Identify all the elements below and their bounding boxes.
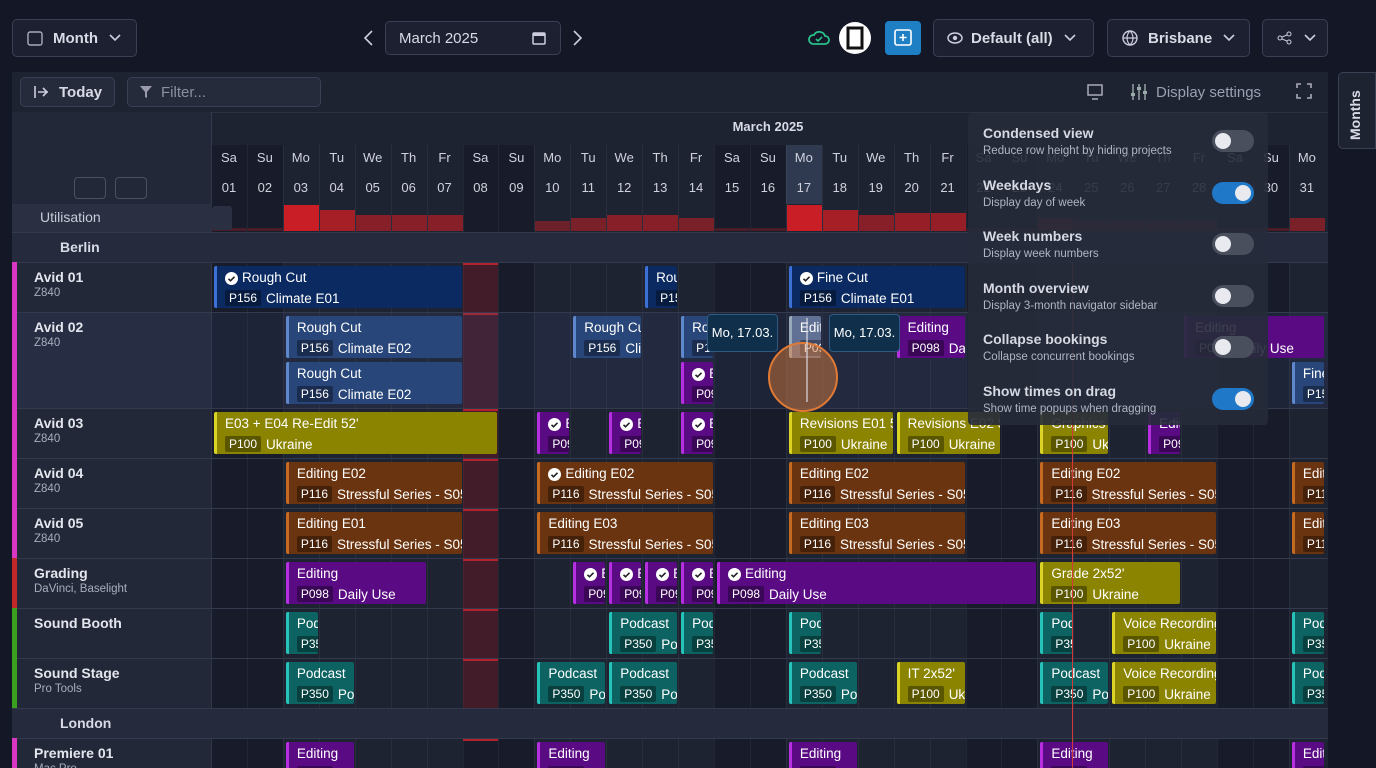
share-menu[interactable] [1262,19,1328,57]
calendar-add[interactable] [885,21,921,55]
sidebar-tab[interactable]: Months [1338,72,1376,149]
today-icon [34,86,49,98]
timezone-select[interactable]: Brisbane [1107,19,1250,57]
calendar-icon [532,32,546,45]
chevron [109,34,121,42]
timezone-label: Brisbane [1148,29,1213,47]
filter-placeholder: Filter... [161,83,207,101]
profile-label: Default (all) [971,29,1053,47]
presence[interactable] [838,21,872,55]
scheduler-panel [12,72,1328,768]
sliders-icon [1131,84,1147,100]
globe-icon [1122,30,1138,46]
fit-icon[interactable] [1086,83,1104,101]
share-icon [1277,31,1292,45]
chevron [1223,34,1235,42]
profile-select[interactable]: Default (all) [933,19,1094,57]
today-label: Today [59,83,103,101]
view-label: Month [53,29,98,47]
view-select[interactable]: Month [12,19,137,57]
fullscreen-icon[interactable] [1296,83,1312,99]
next-month[interactable] [570,30,584,46]
chevron [1304,34,1316,42]
date-label: March 2025 [399,29,479,47]
today-button[interactable]: Today [20,77,115,107]
calendar-icon [894,29,912,46]
cloud-sync [808,30,830,45]
date-picker[interactable]: March 2025 [385,21,561,55]
eye-icon [947,32,963,44]
display-settings-button[interactable]: Display settings [1130,82,1261,102]
filter-input[interactable]: Filter... [127,77,321,107]
prev-month[interactable] [362,30,376,46]
display-settings-label: Display settings [1156,83,1262,101]
chevron [1064,34,1076,42]
calendar-icon [27,31,43,46]
sidebar-tab-label: Months [1347,90,1363,140]
filter-icon [140,86,152,98]
